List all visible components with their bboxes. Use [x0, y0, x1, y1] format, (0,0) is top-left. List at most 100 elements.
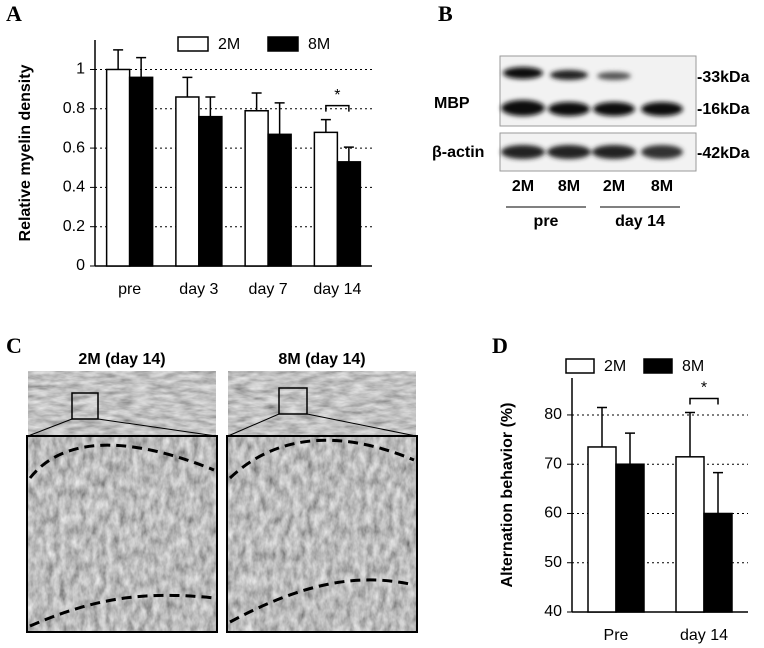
zoom-line — [27, 418, 73, 437]
boundary — [228, 438, 415, 480]
y-tick-label: 0 — [76, 257, 85, 274]
boundary — [229, 578, 415, 624]
bar — [615, 463, 645, 613]
x-tick-label: day 3 — [179, 281, 218, 298]
y-tick-label: 80 — [544, 406, 562, 423]
significance-bracket — [689, 397, 719, 405]
lane-label: 2M — [512, 178, 534, 195]
legend-swatch — [267, 36, 299, 52]
error-bar — [205, 96, 216, 117]
legend-swatch — [643, 358, 673, 374]
x-tick-label: Pre — [604, 627, 629, 644]
band — [641, 145, 683, 159]
zoom-image — [27, 436, 217, 632]
legend-swatch — [565, 358, 595, 374]
zoom-line — [306, 413, 417, 437]
bar — [105, 68, 131, 267]
y-axis-label: Alternation behavior (%) — [499, 403, 516, 588]
y-tick-label: 40 — [544, 603, 562, 620]
row-label: MBP — [434, 95, 470, 112]
y-tick-label: 70 — [544, 455, 562, 472]
error-bar — [136, 56, 147, 78]
error-bar — [343, 146, 354, 162]
y-tick-label: 0.2 — [63, 218, 85, 235]
annotation: * — [701, 380, 707, 397]
band — [501, 100, 545, 116]
group-label: day 14 — [615, 213, 665, 230]
band — [597, 72, 631, 80]
x-tick-label: pre — [118, 281, 141, 298]
y-tick-label: 0.4 — [63, 179, 85, 196]
band — [548, 102, 590, 116]
group-label: pre — [534, 213, 559, 230]
error-bar — [713, 471, 723, 514]
bar — [675, 456, 705, 613]
annotation: * — [334, 87, 340, 104]
error-bar — [625, 432, 635, 465]
images: 2M (day 14) 8M (day 14) — [26, 351, 418, 633]
band — [501, 145, 545, 159]
legend-label: 2M — [218, 36, 240, 53]
bar — [587, 446, 617, 613]
lane-label: 8M — [651, 178, 673, 195]
row-label: β-actin — [432, 144, 484, 161]
error-bar — [182, 76, 193, 97]
zoom-frame — [226, 435, 418, 633]
band — [592, 145, 636, 159]
y-tick-label: 60 — [544, 505, 562, 522]
bar — [128, 76, 154, 267]
zoom-line — [97, 418, 217, 437]
legend-label: 2M — [604, 358, 626, 375]
boundary — [28, 443, 215, 479]
y-tick-label: 1 — [76, 61, 85, 78]
size-label: -33kDa — [697, 69, 750, 86]
error-bar — [274, 102, 285, 135]
y-tick-label: 50 — [544, 554, 562, 571]
legend-label: 8M — [308, 36, 330, 53]
x-tick-label: day 7 — [249, 281, 288, 298]
zoom-image — [227, 436, 417, 632]
lane-label: 2M — [603, 178, 625, 195]
zoom-frame — [26, 435, 218, 633]
error-bar — [597, 406, 607, 447]
size-label: -16kDa — [697, 101, 750, 118]
zoom-box — [71, 392, 99, 420]
zoom-line — [227, 413, 280, 437]
bar — [313, 131, 339, 267]
y-tick-label: 0.6 — [63, 139, 85, 156]
boundary — [29, 593, 215, 628]
bar — [267, 133, 292, 267]
panel-label: A — [6, 1, 22, 26]
zoom-box — [278, 387, 308, 415]
x-tick-label: day 14 — [680, 627, 728, 644]
bar — [336, 161, 362, 267]
bar — [703, 512, 733, 613]
band — [547, 145, 591, 159]
lane-label: 8M — [558, 178, 580, 195]
error-bar — [320, 118, 331, 133]
y-tick-label: 0.8 — [63, 100, 85, 117]
blot: MBP β-actin -33kDa -16kDa -42kDa 2M 8M 2… — [432, 55, 750, 230]
legend-swatch — [177, 36, 209, 52]
band — [503, 67, 543, 79]
image-title: 8M (day 14) — [278, 351, 365, 368]
error-bar — [113, 49, 124, 70]
bar — [175, 96, 200, 267]
band — [550, 70, 588, 80]
panel-label: D — [492, 333, 508, 358]
error-bar — [251, 92, 262, 111]
size-label: -42kDa — [697, 145, 750, 162]
legend-label: 8M — [682, 358, 704, 375]
bar — [244, 109, 269, 267]
bar — [198, 115, 223, 267]
image-title: 2M (day 14) — [78, 351, 165, 368]
panel-label: B — [438, 1, 453, 26]
band — [641, 102, 683, 116]
significance-bracket — [325, 104, 350, 112]
error-bar — [685, 411, 695, 457]
panel-label: C — [6, 333, 22, 358]
x-tick-label: day 14 — [313, 281, 361, 298]
y-axis-label: Relative myelin density — [17, 64, 34, 241]
overview-image — [228, 371, 416, 435]
